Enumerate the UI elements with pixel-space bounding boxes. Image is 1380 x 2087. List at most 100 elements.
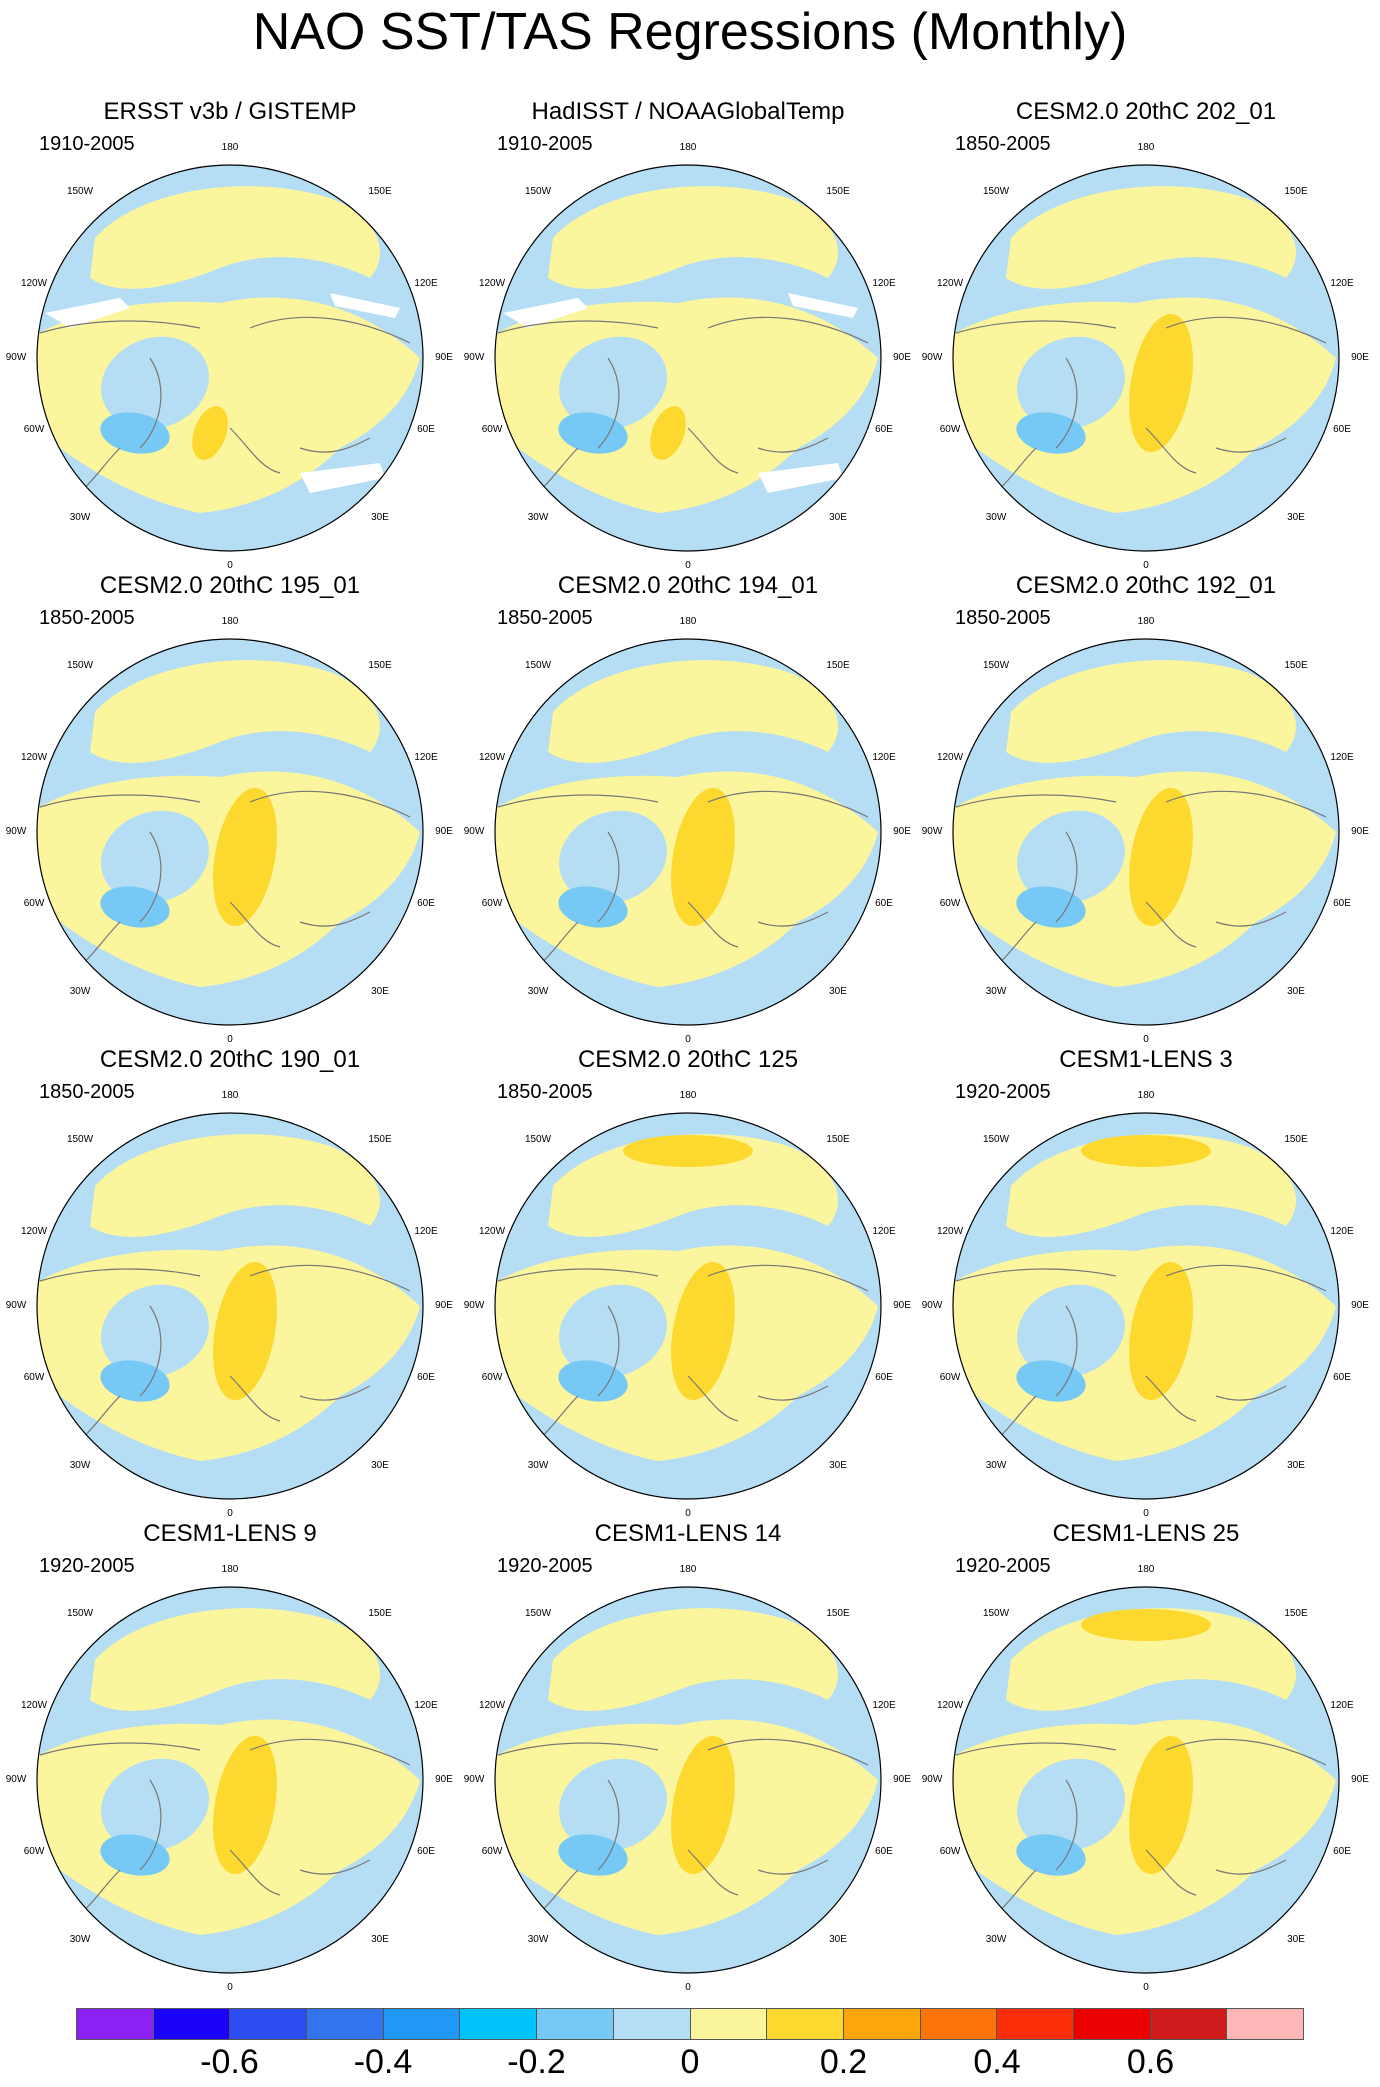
- longitude-label: 30W: [70, 1934, 91, 1945]
- longitude-label: 120E: [1330, 752, 1354, 763]
- colorbar-tick-label: -0.6: [200, 2043, 259, 2081]
- colorbar-swatch: [76, 2008, 154, 2040]
- longitude-label: 120E: [872, 752, 896, 763]
- panel-title: CESM2.0 20thC 195_01: [99, 572, 361, 599]
- longitude-label: 180: [1138, 1090, 1155, 1101]
- panel-period: 1850-2005: [496, 1080, 594, 1104]
- longitude-label: 30E: [371, 512, 389, 523]
- pacific-warm-band: [1006, 660, 1297, 763]
- panel-title: CESM1-LENS 25: [1052, 1520, 1240, 1547]
- colorbar-swatch: [1226, 2008, 1304, 2040]
- labrador-cold-anomaly: [100, 1360, 170, 1402]
- polar-map: 180 150E 120E 90E 60E 30E 0 30W 60W 90W 120W 150W: [922, 1564, 1370, 1990]
- longitude-label: 150W: [983, 1134, 1010, 1145]
- longitude-label: 90E: [1351, 1300, 1369, 1311]
- labrador-cold-anomaly: [558, 1834, 628, 1876]
- missing-data-region: [503, 293, 858, 493]
- pacific-warm-band: [1006, 1608, 1297, 1711]
- longitude-label: 180: [680, 1090, 697, 1101]
- longitude-label: 60W: [24, 1372, 45, 1383]
- pacific-warm-band: [1006, 186, 1297, 289]
- eurasia-strong-warm-anomaly: [213, 1261, 277, 1401]
- missing-data-region: [45, 293, 400, 493]
- longitude-label: 120E: [414, 1700, 438, 1711]
- longitude-label: 30E: [1287, 986, 1305, 997]
- longitude-label: 30W: [986, 512, 1007, 523]
- eurasia-strong-warm-anomaly: [671, 1261, 735, 1401]
- longitude-label: 120E: [1330, 1700, 1354, 1711]
- longitude-label: 150E: [1284, 1608, 1308, 1619]
- colorbar-tick-label: 0.6: [1126, 2043, 1175, 2081]
- colorbar-swatch: [996, 2008, 1074, 2040]
- longitude-label: 60W: [940, 1372, 961, 1383]
- longitude-label: 60E: [875, 424, 893, 435]
- longitude-label: 0: [1143, 1508, 1149, 1516]
- panel-title: CESM1-LENS 14: [594, 1520, 782, 1547]
- pacific-warm-band: [1006, 1134, 1297, 1237]
- panel-title: CESM1-LENS 3: [1059, 1046, 1233, 1073]
- pacific-warm-band: [90, 660, 381, 763]
- eurasia-strong-warm-anomaly: [1129, 1261, 1193, 1401]
- longitude-label: 60E: [417, 424, 435, 435]
- longitude-label: 120W: [479, 1700, 506, 1711]
- labrador-cold-anomaly: [1016, 1834, 1086, 1876]
- colorbar-swatch: [842, 2008, 921, 2040]
- panel-period: 1850-2005: [38, 606, 136, 630]
- longitude-label: 30E: [829, 1460, 847, 1471]
- map-border: [494, 1112, 882, 1500]
- longitude-label: 0: [227, 1982, 233, 1990]
- longitude-label: 150E: [826, 1134, 850, 1145]
- longitude-label: 150E: [368, 1134, 392, 1145]
- labrador-cold-anomaly: [1016, 1360, 1086, 1402]
- greenland-cold-anomaly: [101, 1284, 209, 1378]
- coastline: [39, 316, 411, 499]
- longitude-label: 0: [227, 560, 233, 568]
- greenland-cold-anomaly: [1017, 336, 1125, 430]
- pacific-warm-band: [548, 186, 839, 289]
- scandinavia-warm-anomaly: [192, 406, 228, 460]
- colorbar-swatch: [382, 2008, 461, 2040]
- greenland-cold-anomaly: [101, 1758, 209, 1852]
- longitude-label: 90W: [464, 1300, 485, 1311]
- panel-grid: ERSST v3b / GISTEMP 180 150E 120E 90E 60E 30E 0…: [6, 98, 1376, 1990]
- longitude-label: 30W: [986, 1460, 1007, 1471]
- longitude-label: 30E: [371, 1934, 389, 1945]
- longitude-label: 120W: [21, 278, 48, 289]
- map-panel: CESM1-LENS 25 180 150E 120E 90E 60E 30E 0 30W 60W…: [916, 1520, 1376, 1990]
- colorbar-tick-label: -0.2: [507, 2043, 566, 2081]
- longitude-label: 120E: [872, 1700, 896, 1711]
- longitude-label: 60E: [1333, 898, 1351, 909]
- north-pacific-warm-anomaly: [623, 1135, 753, 1167]
- longitude-label: 180: [222, 1564, 239, 1575]
- coastline: [955, 1738, 1327, 1921]
- coastline: [497, 1738, 869, 1921]
- polar-map: 180 150E 120E 90E 60E 30E 0 30W 60W 90W 120W 150W: [464, 1090, 912, 1516]
- longitude-label: 30W: [70, 986, 91, 997]
- panel-period: 1920-2005: [954, 1554, 1052, 1578]
- longitude-label: 0: [1143, 560, 1149, 568]
- north-pacific-warm-anomaly: [1081, 1135, 1211, 1167]
- longitude-label: 120W: [937, 1700, 964, 1711]
- map-panel: CESM2.0 20thC 125 180 150E 120E 90E 60E 30E 0 30…: [458, 1046, 918, 1516]
- longitude-label: 90W: [464, 352, 485, 363]
- eurasia-strong-warm-anomaly: [213, 787, 277, 927]
- greenland-cold-anomaly: [101, 336, 209, 430]
- panel-period: 1850-2005: [954, 132, 1052, 156]
- longitude-label: 120W: [479, 752, 506, 763]
- map-border: [952, 164, 1340, 552]
- longitude-label: 150W: [67, 186, 94, 197]
- longitude-label: 60E: [1333, 1372, 1351, 1383]
- map-panel: CESM2.0 20thC 202_01 180 150E 120E 90E 60E 30E…: [916, 98, 1376, 568]
- longitude-label: 120E: [414, 1226, 438, 1237]
- longitude-label: 180: [680, 616, 697, 627]
- longitude-label: 90W: [922, 826, 943, 837]
- eurasia-strong-warm-anomaly: [671, 787, 735, 927]
- colorbar-tick-label: 0.4: [973, 2043, 1021, 2081]
- longitude-label: 0: [685, 1034, 691, 1042]
- longitude-label: 60W: [482, 1372, 503, 1383]
- longitude-label: 180: [1138, 142, 1155, 153]
- longitude-label: 120E: [414, 278, 438, 289]
- greenland-cold-anomaly: [1017, 810, 1125, 904]
- longitude-label: 30W: [528, 1934, 549, 1945]
- longitude-label: 90W: [922, 352, 943, 363]
